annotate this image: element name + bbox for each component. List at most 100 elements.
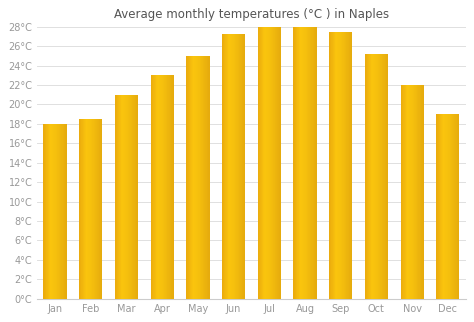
Bar [422, 85, 423, 299]
Bar [441, 114, 442, 299]
Bar [446, 114, 447, 299]
Bar [409, 85, 410, 299]
Bar [312, 27, 313, 299]
Bar [436, 114, 437, 299]
Bar [385, 54, 386, 299]
Bar [367, 54, 368, 299]
Bar [369, 54, 370, 299]
Bar [167, 75, 168, 299]
Bar [55, 124, 56, 299]
Bar [57, 124, 58, 299]
Bar [332, 32, 333, 299]
Bar [305, 27, 306, 299]
Bar [339, 32, 340, 299]
Bar [207, 56, 208, 299]
Bar [159, 75, 160, 299]
Bar [418, 85, 419, 299]
Bar [90, 119, 91, 299]
Bar [373, 54, 374, 299]
Bar [192, 56, 193, 299]
Bar [65, 124, 66, 299]
Bar [88, 119, 89, 299]
Bar [58, 124, 59, 299]
Bar [262, 27, 263, 299]
Bar [80, 119, 81, 299]
Bar [315, 27, 316, 299]
Bar [131, 95, 132, 299]
Bar [117, 95, 118, 299]
Bar [66, 124, 67, 299]
Bar [134, 95, 135, 299]
Bar [372, 54, 373, 299]
Bar [160, 75, 161, 299]
Bar [163, 75, 164, 299]
Bar [125, 95, 126, 299]
Bar [401, 85, 402, 299]
Bar [44, 124, 45, 299]
Bar [348, 32, 349, 299]
Bar [171, 75, 172, 299]
Bar [91, 119, 92, 299]
Bar [170, 75, 171, 299]
Bar [337, 32, 338, 299]
Bar [85, 119, 86, 299]
Bar [267, 27, 268, 299]
Bar [49, 124, 50, 299]
Bar [208, 56, 209, 299]
Bar [208, 56, 209, 299]
Bar [375, 54, 376, 299]
Bar [405, 85, 406, 299]
Bar [199, 56, 200, 299]
Bar [121, 95, 122, 299]
Bar [153, 75, 154, 299]
Bar [222, 34, 223, 299]
Bar [260, 27, 261, 299]
Bar [99, 119, 100, 299]
Bar [233, 34, 234, 299]
Bar [161, 75, 162, 299]
Bar [45, 124, 46, 299]
Bar [239, 34, 240, 299]
Bar [271, 27, 272, 299]
Bar [83, 119, 84, 299]
Bar [59, 124, 60, 299]
Bar [127, 95, 128, 299]
Bar [407, 85, 408, 299]
Bar [280, 27, 281, 299]
Bar [377, 54, 378, 299]
Bar [403, 85, 404, 299]
Bar [315, 27, 316, 299]
Bar [453, 114, 454, 299]
Bar [366, 54, 367, 299]
Bar [316, 27, 317, 299]
Bar [308, 27, 309, 299]
Bar [55, 124, 56, 299]
Bar [313, 27, 314, 299]
Bar [165, 75, 166, 299]
Bar [450, 114, 451, 299]
Bar [48, 124, 49, 299]
Bar [273, 27, 274, 299]
Bar [298, 27, 299, 299]
Bar [191, 56, 192, 299]
Bar [342, 32, 343, 299]
Bar [259, 27, 260, 299]
Bar [386, 54, 387, 299]
Bar [96, 119, 97, 299]
Bar [387, 54, 388, 299]
Bar [275, 27, 276, 299]
Bar [306, 27, 307, 299]
Bar [195, 56, 196, 299]
Bar [132, 95, 133, 299]
Bar [206, 56, 207, 299]
Bar [408, 85, 409, 299]
Bar [58, 124, 59, 299]
Bar [444, 114, 445, 299]
Bar [186, 56, 187, 299]
Bar [444, 114, 445, 299]
Bar [371, 54, 372, 299]
Bar [272, 27, 273, 299]
Bar [64, 124, 65, 299]
Bar [310, 27, 311, 299]
Bar [443, 114, 444, 299]
